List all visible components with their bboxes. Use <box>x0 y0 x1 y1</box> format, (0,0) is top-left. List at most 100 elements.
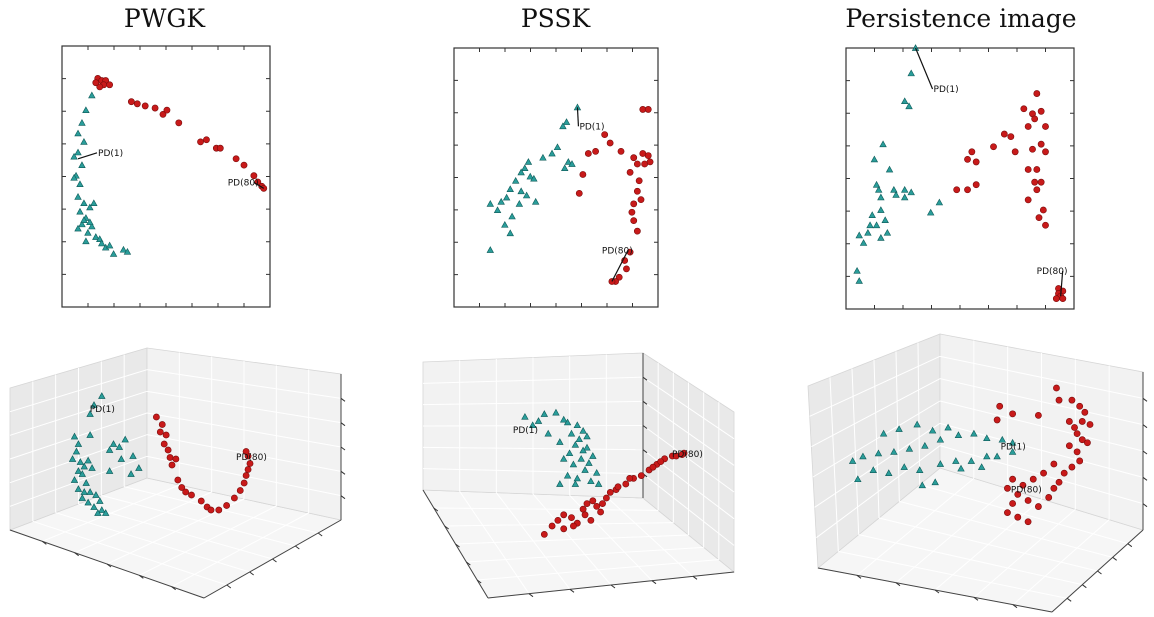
circle-point <box>244 466 252 473</box>
series-pd80 <box>575 106 654 285</box>
annotation-pointer <box>253 181 265 189</box>
triangle-point <box>926 208 935 216</box>
triangle-point <box>905 444 914 452</box>
triangle-point <box>98 506 106 513</box>
triangle-point <box>76 458 85 465</box>
triangle-point <box>859 239 868 246</box>
triangle-point <box>534 417 543 424</box>
circle-point <box>606 488 614 496</box>
axis-tick <box>1112 556 1117 561</box>
circle-point <box>188 491 195 499</box>
triangle-point <box>936 460 945 467</box>
triangle-point <box>579 426 587 434</box>
triangle-point <box>901 97 909 105</box>
triangle-point <box>885 469 893 476</box>
circle-point <box>1068 463 1076 471</box>
triangle-point <box>585 459 593 466</box>
triangle-point <box>881 216 889 224</box>
annotation-pointer <box>611 250 629 282</box>
circle-point <box>182 488 190 496</box>
triangle-point <box>74 467 83 474</box>
circle-point <box>606 139 614 147</box>
triangle-point <box>115 443 124 450</box>
circle-point <box>1031 115 1039 123</box>
triangle-point <box>90 503 98 510</box>
triangle-point <box>560 415 568 423</box>
triangle-point <box>531 197 540 205</box>
triangle-point <box>493 206 502 213</box>
axis-tick <box>340 422 346 427</box>
triangle-point <box>84 228 92 236</box>
circle-point <box>1019 481 1027 489</box>
triangle-point <box>855 277 863 284</box>
triangle-point <box>916 466 924 473</box>
triangle-point <box>524 158 533 165</box>
circle-point <box>1084 439 1091 447</box>
circle-point <box>1076 457 1084 465</box>
triangle-point <box>559 122 567 130</box>
triangle-point <box>80 462 88 470</box>
circle-point <box>630 217 638 225</box>
scatter-3d-2: PD(1) PD(80) <box>807 333 1148 613</box>
circle-point <box>964 186 971 194</box>
triangle-point <box>890 448 898 455</box>
triangle-point <box>98 392 106 399</box>
triangle-point <box>583 432 591 440</box>
circle-point <box>1065 442 1073 450</box>
circle-point <box>207 506 215 514</box>
annotation-pd80: PD(80) <box>1011 485 1042 495</box>
triangle-point <box>866 221 874 229</box>
triangle-point <box>883 228 892 236</box>
triangle-point <box>70 432 79 440</box>
circle-point <box>622 480 630 488</box>
series-pd80 <box>540 449 688 538</box>
axis-tick <box>1097 570 1102 575</box>
triangle-point <box>921 441 929 449</box>
axis-tick <box>973 596 979 601</box>
triangle-point <box>592 468 601 476</box>
circle-point <box>964 155 971 163</box>
circle-point <box>587 517 595 524</box>
triangle-point <box>70 173 78 181</box>
circle-point <box>579 505 587 513</box>
axis-3d <box>817 372 1148 613</box>
axis-tick <box>249 571 254 576</box>
triangle-point <box>954 431 963 438</box>
circle-point <box>1004 484 1011 492</box>
circle-point <box>637 472 645 479</box>
triangle-point <box>117 455 126 462</box>
triangle-point <box>526 172 534 180</box>
circle-point <box>1024 123 1032 130</box>
triangle-point <box>129 452 137 459</box>
triangle-point <box>88 222 96 230</box>
triangle-point <box>127 470 135 477</box>
triangle-point <box>573 421 582 429</box>
axis-tick <box>340 397 346 402</box>
circle-point <box>589 497 597 505</box>
triangle-point <box>848 457 857 464</box>
circle-point <box>216 144 224 152</box>
series-pd80 <box>953 90 1067 303</box>
triangle-point <box>548 149 556 157</box>
grid-line <box>816 445 941 539</box>
triangle-point <box>907 69 915 77</box>
axis-3d <box>9 374 346 599</box>
circle-point <box>1011 148 1019 156</box>
triangle-point <box>74 485 83 492</box>
axis-tick <box>106 563 112 568</box>
annotation-pd80: PD(80) <box>672 450 703 460</box>
scatter-2d-2: PD(1) PD(80) <box>845 44 1075 310</box>
circle-point <box>230 494 238 502</box>
circle-point <box>156 428 164 436</box>
triangle-point <box>879 140 887 148</box>
triangle-point <box>70 476 79 483</box>
circle-point <box>1029 475 1037 483</box>
circle-point <box>644 152 652 159</box>
triangle-point <box>135 464 143 471</box>
triangle-point <box>86 431 94 438</box>
triangle-point <box>86 410 94 417</box>
triangle-point <box>68 455 77 462</box>
triangle-point <box>952 457 960 464</box>
circle-point <box>1042 123 1049 130</box>
